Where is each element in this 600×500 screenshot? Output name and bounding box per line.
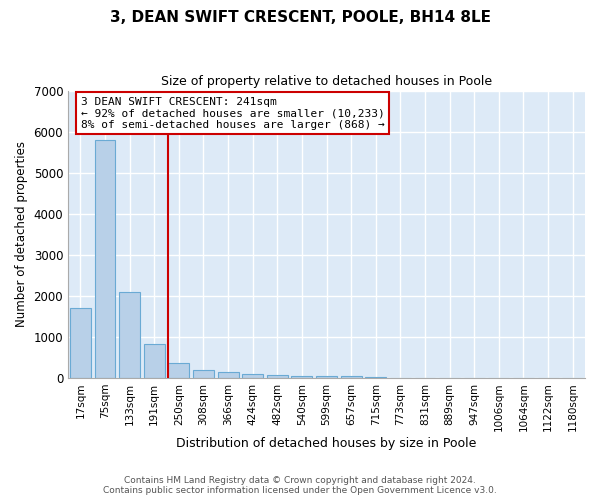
Bar: [365, 376, 386, 378]
Text: Contains HM Land Registry data © Crown copyright and database right 2024.
Contai: Contains HM Land Registry data © Crown c…: [103, 476, 497, 495]
Bar: [341, 376, 362, 378]
Text: 3, DEAN SWIFT CRESCENT, POOLE, BH14 8LE: 3, DEAN SWIFT CRESCENT, POOLE, BH14 8LE: [110, 10, 491, 25]
Bar: [267, 374, 288, 378]
Text: 3 DEAN SWIFT CRESCENT: 241sqm
← 92% of detached houses are smaller (10,233)
8% o: 3 DEAN SWIFT CRESCENT: 241sqm ← 92% of d…: [80, 96, 385, 130]
Bar: [119, 292, 140, 378]
Bar: [70, 308, 91, 378]
Bar: [242, 374, 263, 378]
Bar: [193, 370, 214, 378]
Bar: [169, 364, 189, 378]
Bar: [144, 344, 164, 378]
Bar: [316, 376, 337, 378]
Bar: [292, 376, 313, 378]
X-axis label: Distribution of detached houses by size in Poole: Distribution of detached houses by size …: [176, 437, 477, 450]
Bar: [95, 140, 115, 378]
Y-axis label: Number of detached properties: Number of detached properties: [15, 141, 28, 327]
Bar: [218, 372, 239, 378]
Title: Size of property relative to detached houses in Poole: Size of property relative to detached ho…: [161, 75, 492, 88]
